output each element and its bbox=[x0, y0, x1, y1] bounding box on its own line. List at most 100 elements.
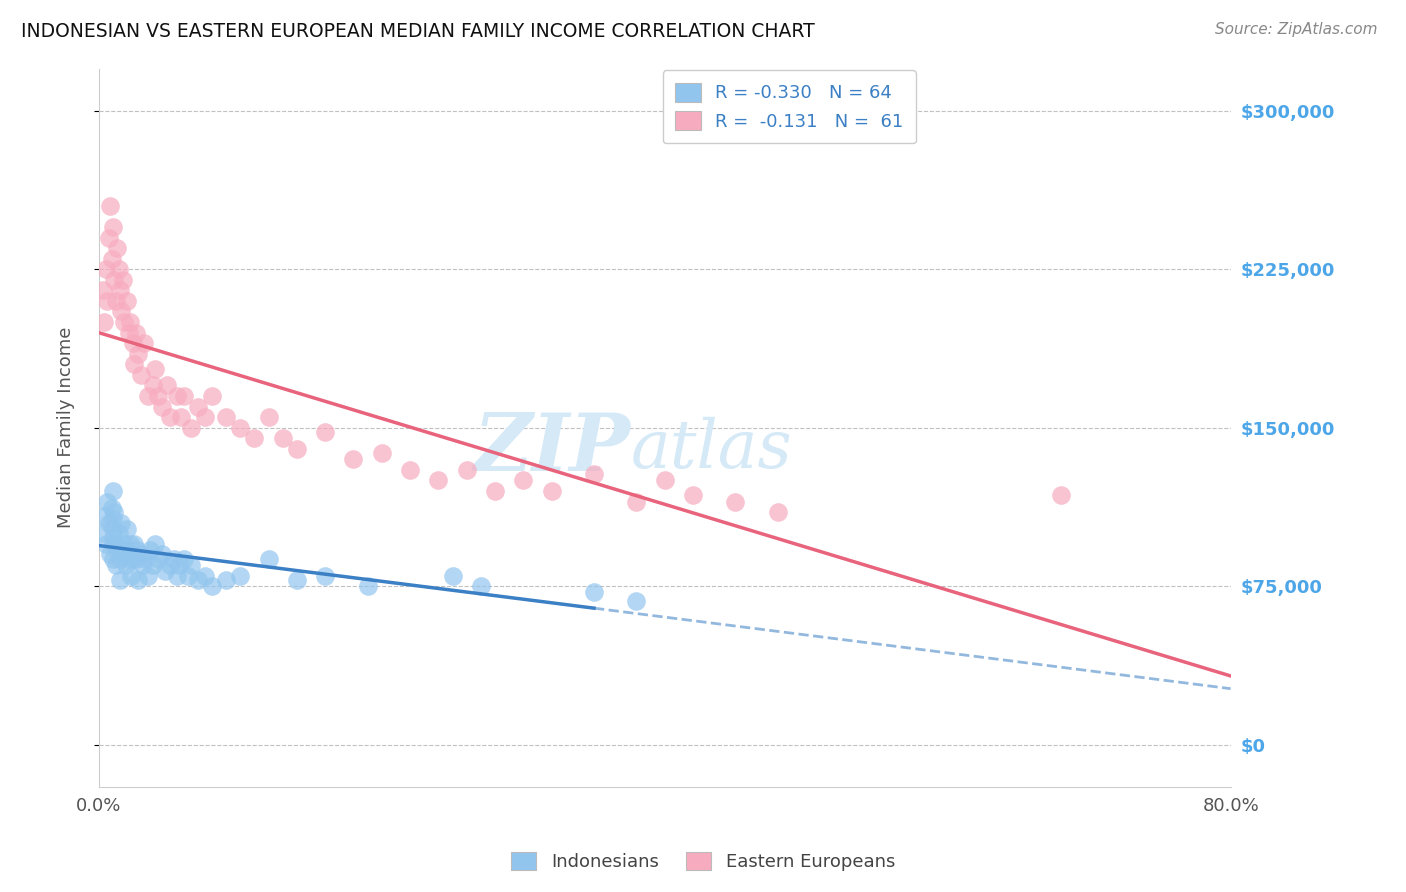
Point bbox=[104, 293, 127, 308]
Point bbox=[117, 326, 139, 340]
Point bbox=[101, 219, 124, 234]
Point bbox=[112, 537, 135, 551]
Point bbox=[136, 568, 159, 582]
Point bbox=[125, 543, 148, 558]
Point bbox=[101, 522, 124, 536]
Point bbox=[122, 357, 145, 371]
Point bbox=[285, 573, 308, 587]
Point bbox=[654, 474, 676, 488]
Point bbox=[314, 568, 336, 582]
Point bbox=[173, 389, 195, 403]
Point bbox=[107, 526, 129, 541]
Point bbox=[159, 558, 181, 572]
Point bbox=[399, 463, 422, 477]
Point bbox=[121, 551, 143, 566]
Point bbox=[108, 573, 131, 587]
Point bbox=[96, 293, 118, 308]
Point bbox=[1050, 488, 1073, 502]
Text: Source: ZipAtlas.com: Source: ZipAtlas.com bbox=[1215, 22, 1378, 37]
Point bbox=[131, 558, 153, 572]
Point bbox=[108, 551, 131, 566]
Point bbox=[124, 326, 146, 340]
Point bbox=[142, 558, 165, 572]
Point bbox=[187, 573, 209, 587]
Point bbox=[134, 551, 156, 566]
Point bbox=[101, 484, 124, 499]
Point bbox=[682, 488, 704, 502]
Point bbox=[112, 315, 135, 329]
Y-axis label: Median Family Income: Median Family Income bbox=[58, 327, 75, 528]
Point bbox=[107, 262, 129, 277]
Point bbox=[100, 252, 122, 266]
Point bbox=[108, 284, 131, 298]
Point bbox=[110, 304, 132, 318]
Point bbox=[152, 548, 174, 562]
Point bbox=[166, 568, 188, 582]
Point bbox=[105, 543, 128, 558]
Point bbox=[98, 548, 121, 562]
Text: atlas: atlas bbox=[631, 417, 793, 482]
Point bbox=[201, 579, 224, 593]
Point bbox=[132, 336, 155, 351]
Point bbox=[152, 400, 174, 414]
Point bbox=[243, 431, 266, 445]
Point bbox=[136, 389, 159, 403]
Point bbox=[194, 410, 217, 425]
Point bbox=[129, 548, 152, 562]
Point bbox=[94, 262, 117, 277]
Point bbox=[229, 568, 252, 582]
Point bbox=[127, 347, 149, 361]
Point bbox=[170, 410, 193, 425]
Point bbox=[156, 378, 179, 392]
Point bbox=[121, 336, 143, 351]
Point bbox=[427, 474, 450, 488]
Point bbox=[314, 425, 336, 439]
Point bbox=[257, 551, 280, 566]
Point bbox=[540, 484, 562, 499]
Point bbox=[96, 494, 118, 508]
Legend: Indonesians, Eastern Europeans: Indonesians, Eastern Europeans bbox=[503, 845, 903, 879]
Point bbox=[512, 474, 534, 488]
Point bbox=[626, 494, 648, 508]
Point bbox=[105, 241, 128, 255]
Point bbox=[127, 573, 149, 587]
Point bbox=[91, 526, 114, 541]
Point bbox=[148, 389, 170, 403]
Point bbox=[115, 293, 138, 308]
Point bbox=[115, 522, 138, 536]
Point bbox=[229, 420, 252, 434]
Point bbox=[626, 594, 648, 608]
Point bbox=[187, 400, 209, 414]
Point bbox=[138, 543, 160, 558]
Point bbox=[356, 579, 378, 593]
Point bbox=[177, 568, 200, 582]
Point bbox=[163, 551, 186, 566]
Point bbox=[115, 543, 138, 558]
Point bbox=[97, 516, 120, 530]
Point bbox=[342, 452, 364, 467]
Point bbox=[111, 273, 134, 287]
Point bbox=[120, 568, 142, 582]
Point bbox=[484, 484, 506, 499]
Point bbox=[724, 494, 747, 508]
Point bbox=[194, 568, 217, 582]
Point bbox=[98, 199, 121, 213]
Point bbox=[148, 551, 170, 566]
Point bbox=[145, 537, 167, 551]
Point bbox=[118, 315, 141, 329]
Point bbox=[173, 551, 195, 566]
Point bbox=[215, 573, 238, 587]
Point bbox=[93, 509, 115, 524]
Point bbox=[100, 500, 122, 515]
Point bbox=[271, 431, 294, 445]
Legend: R = -0.330   N = 64, R =  -0.131   N =  61: R = -0.330 N = 64, R = -0.131 N = 61 bbox=[662, 70, 917, 144]
Point bbox=[114, 558, 136, 572]
Point bbox=[117, 551, 139, 566]
Point bbox=[97, 230, 120, 244]
Point bbox=[101, 531, 124, 545]
Text: INDONESIAN VS EASTERN EUROPEAN MEDIAN FAMILY INCOME CORRELATION CHART: INDONESIAN VS EASTERN EUROPEAN MEDIAN FA… bbox=[21, 22, 815, 41]
Point bbox=[101, 551, 124, 566]
Point bbox=[142, 378, 165, 392]
Point bbox=[257, 410, 280, 425]
Point bbox=[180, 420, 202, 434]
